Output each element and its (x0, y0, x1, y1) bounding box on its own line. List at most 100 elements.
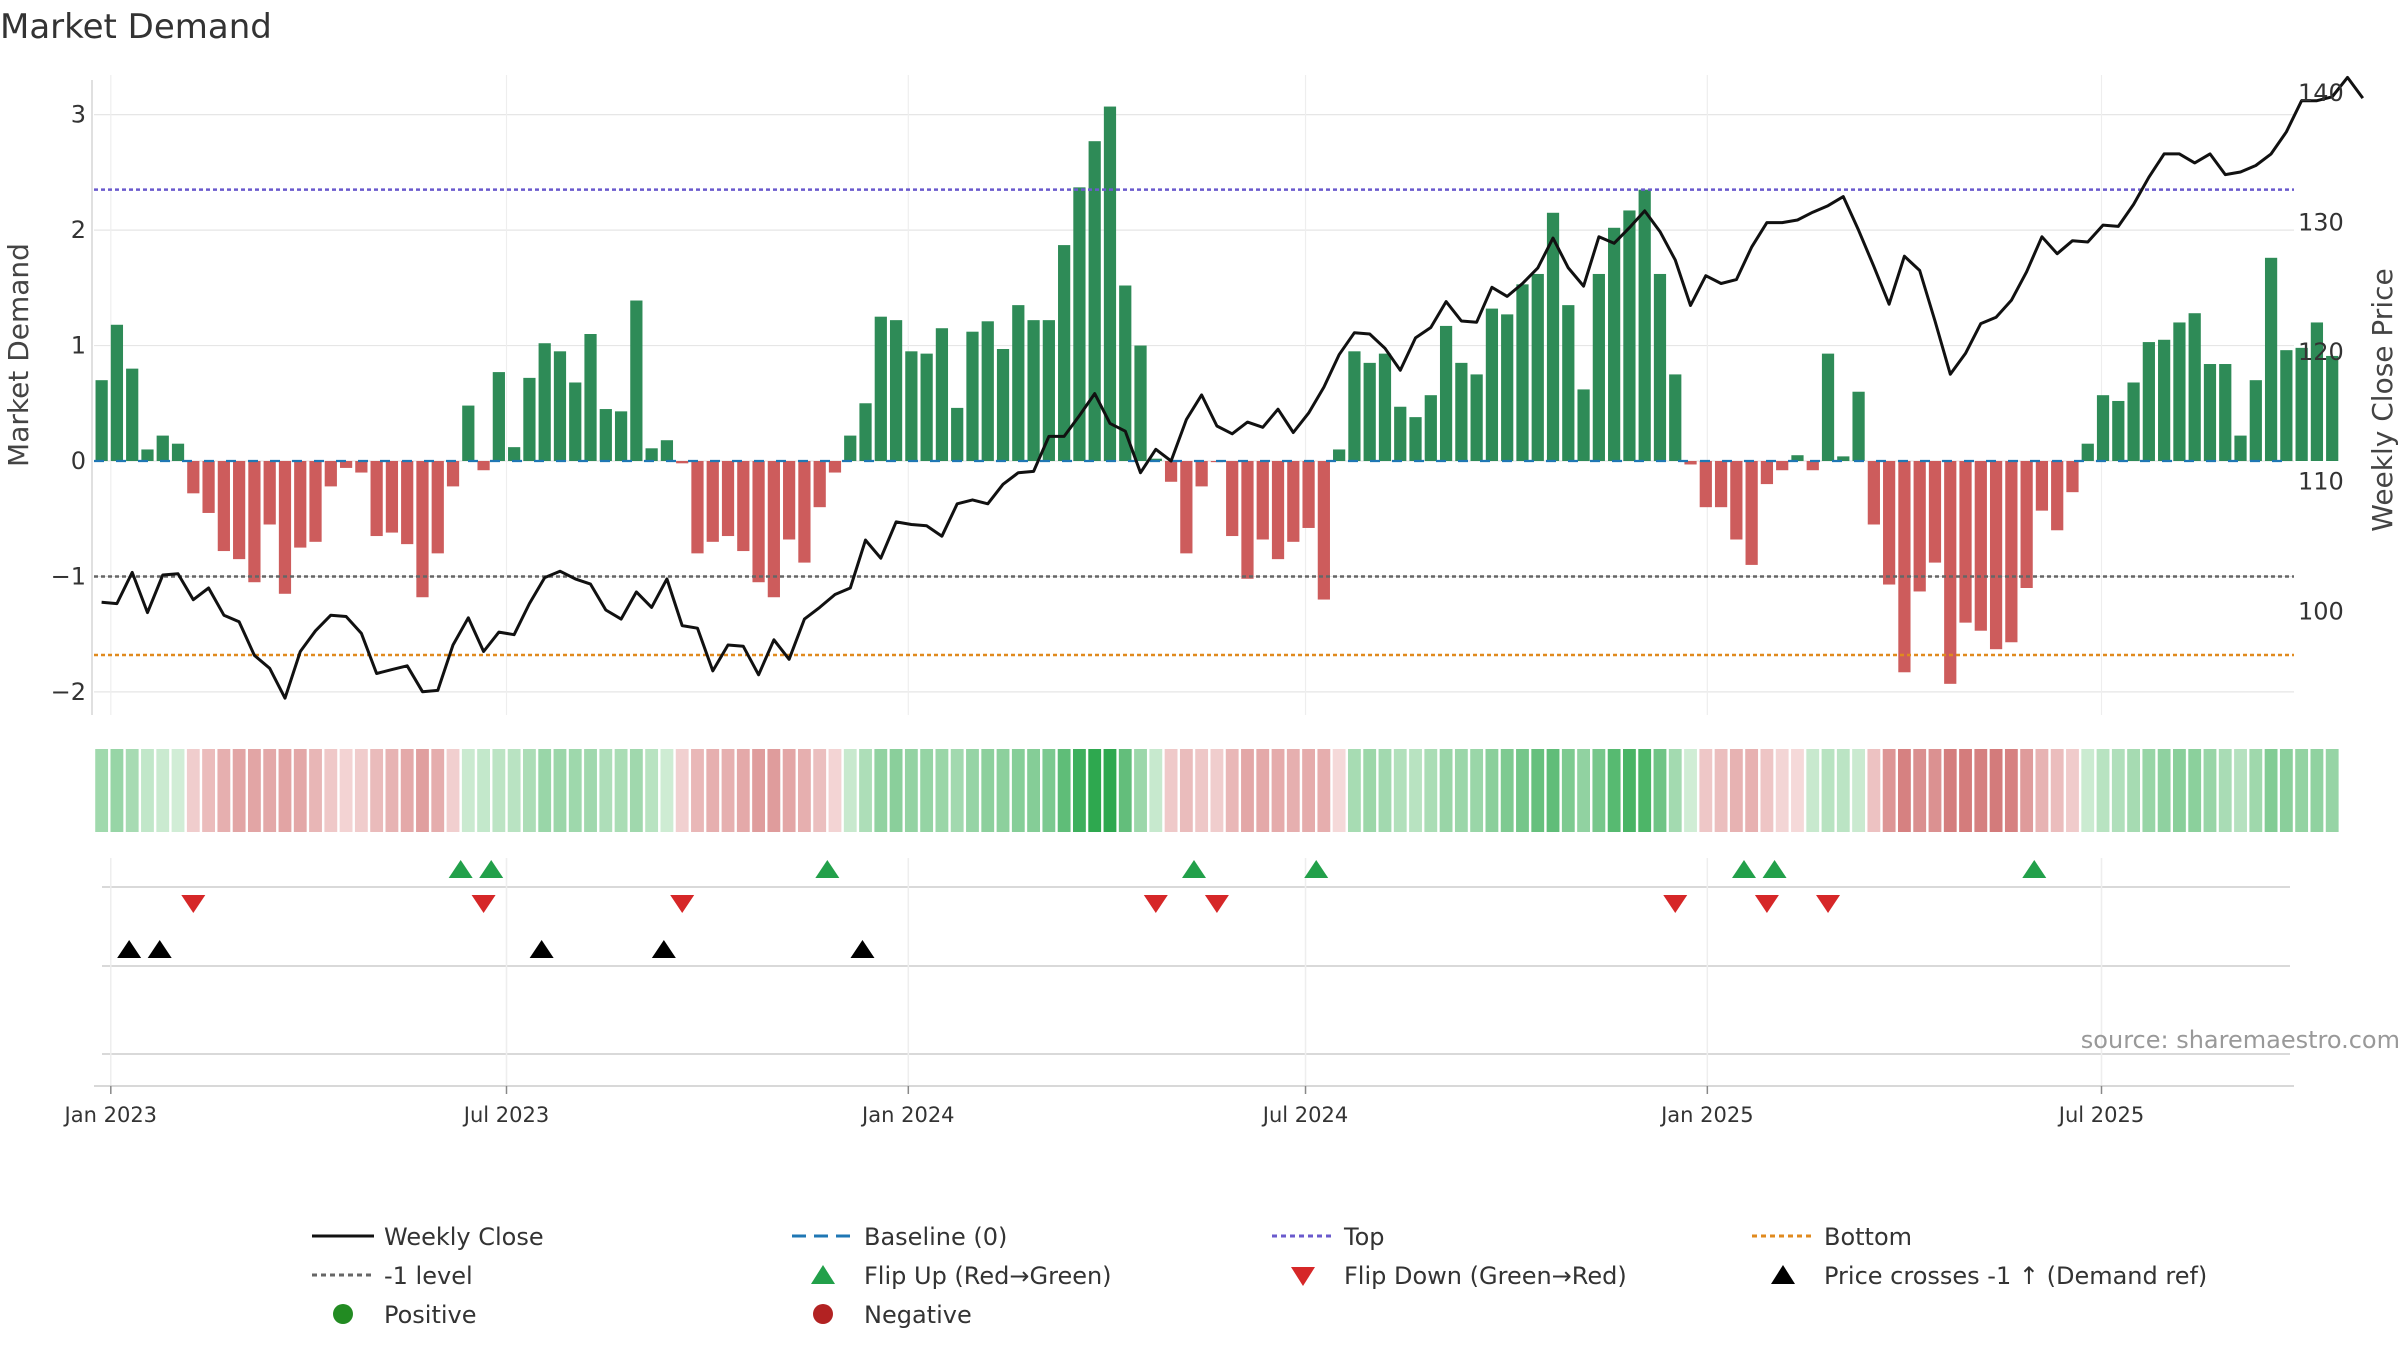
demand-bar (2096, 395, 2110, 461)
demand-bar (95, 380, 108, 461)
demand-bar (156, 435, 169, 461)
heat-strip-cell (538, 749, 552, 832)
demand-bar (217, 461, 230, 552)
demand-bar (2249, 380, 2262, 461)
heat-strip-cell (2050, 749, 2064, 832)
demand-bar (920, 353, 933, 461)
demand-bar (355, 461, 368, 473)
heat-strip-cell (1302, 749, 1315, 832)
heat-strip-cell (996, 749, 1010, 832)
demand-bar (2280, 350, 2293, 461)
demand-bar (1852, 391, 1865, 461)
demand-bar (401, 461, 414, 545)
heat-strip-cell (446, 749, 460, 832)
heat-strip-cell (1852, 749, 1865, 832)
heat-strip-cell (2081, 749, 2095, 832)
heat-strip-cell (584, 749, 597, 832)
demand-bar (1501, 314, 1514, 461)
flip-up-marker (448, 860, 473, 878)
demand-bar (1149, 458, 1162, 461)
demand-bar (813, 461, 826, 508)
demand-bar (599, 409, 612, 461)
y2-tick-label: 110 (2298, 468, 2344, 496)
demand-bar (645, 448, 658, 461)
heat-strip-cell (186, 749, 200, 832)
legend-swatch-flip-down (1291, 1267, 1315, 1286)
heat-strip-cell (1225, 749, 1239, 832)
demand-bar (492, 372, 505, 461)
y2-tick-label: 120 (2298, 338, 2344, 366)
demand-bar (431, 461, 444, 554)
demand-bar (996, 349, 1010, 461)
heat-strip-cell (1928, 749, 1942, 832)
flip-down-marker (181, 895, 206, 913)
demand-bar (278, 461, 292, 594)
demand-bar (752, 461, 765, 583)
demand-bar (1042, 320, 1055, 461)
heat-strip-cell (1393, 749, 1407, 832)
heat-strip-cell (1134, 749, 1147, 832)
flip-down-marker (1754, 895, 1779, 913)
heat-strip-cell (1256, 749, 1270, 832)
flip-up-marker (2022, 860, 2047, 878)
flip-up-marker (1182, 860, 1206, 878)
y2-axis-label: Weekly Close Price (2366, 268, 2399, 531)
heat-strip-cell (1103, 749, 1117, 832)
demand-bar (2081, 443, 2094, 461)
demand-bar (1928, 461, 1942, 563)
heat-strip-cell (721, 749, 735, 832)
legend-item-top: Top (1272, 1223, 1385, 1251)
price-line-layer (101, 75, 2365, 700)
demand-bar (263, 461, 276, 525)
y2-tick-label: 130 (2298, 209, 2344, 237)
heat-strip-cell (1149, 749, 1163, 832)
heat-strip-cell (507, 749, 521, 832)
heat-strip-cell (1561, 749, 1575, 832)
heat-strip-cell (1241, 749, 1254, 832)
heat-strip-cell (920, 749, 934, 832)
demand-bar (1271, 461, 1285, 560)
heat-strip-cell (431, 749, 445, 832)
demand-bar (584, 334, 597, 461)
demand-bar (2051, 461, 2064, 531)
demand-bar (1470, 374, 1483, 461)
demand-bar (233, 461, 246, 560)
legend-item-positive: Positive (333, 1301, 477, 1329)
heat-strip-cell (2264, 749, 2278, 832)
heat-strip-cell (706, 749, 720, 832)
heat-strip-cell (1882, 749, 1896, 832)
y-axis-label: Market Demand (2, 243, 35, 467)
heat-strip-cell (568, 749, 582, 832)
heat-strip-cell (370, 749, 384, 832)
demand-bar (1241, 461, 1254, 579)
legend-label-flip-down: Flip Down (Green→Red) (1344, 1262, 1627, 1290)
heat-strip-cell (1118, 749, 1132, 832)
heat-strip-cell (1913, 749, 1927, 832)
x-tick-label: Jan 2025 (1659, 1103, 1754, 1127)
heat-strip-cell (691, 749, 704, 832)
demand-bar (1867, 461, 1880, 525)
y-tick-label: 0 (71, 447, 86, 475)
legend-swatch-flip-up (811, 1265, 835, 1284)
y-tick-label: 2 (71, 216, 86, 244)
heat-strip-cell (2173, 749, 2186, 832)
demand-bar (1012, 305, 1025, 461)
demand-bar (1302, 461, 1315, 528)
heat-strip-cell (660, 749, 674, 832)
flip-up-marker (815, 860, 840, 878)
heat-strip-cell (309, 749, 322, 832)
heat-strip-cell (874, 749, 888, 832)
heat-strip-cell (599, 749, 613, 832)
heat-strip-cell (966, 749, 979, 832)
demand-bar (1119, 285, 1132, 461)
heat-strip-cell (981, 749, 995, 832)
demand-bar (1424, 395, 1437, 461)
heat-strip-cell (1027, 749, 1040, 832)
event-markers (117, 860, 2047, 958)
demand-bar (1226, 461, 1239, 537)
heat-strip-cell (95, 749, 109, 832)
demand-bar (951, 407, 964, 461)
demand-bar (538, 343, 551, 461)
x-tick-label: Jan 2023 (63, 1103, 158, 1127)
demand-bar (2219, 364, 2232, 461)
